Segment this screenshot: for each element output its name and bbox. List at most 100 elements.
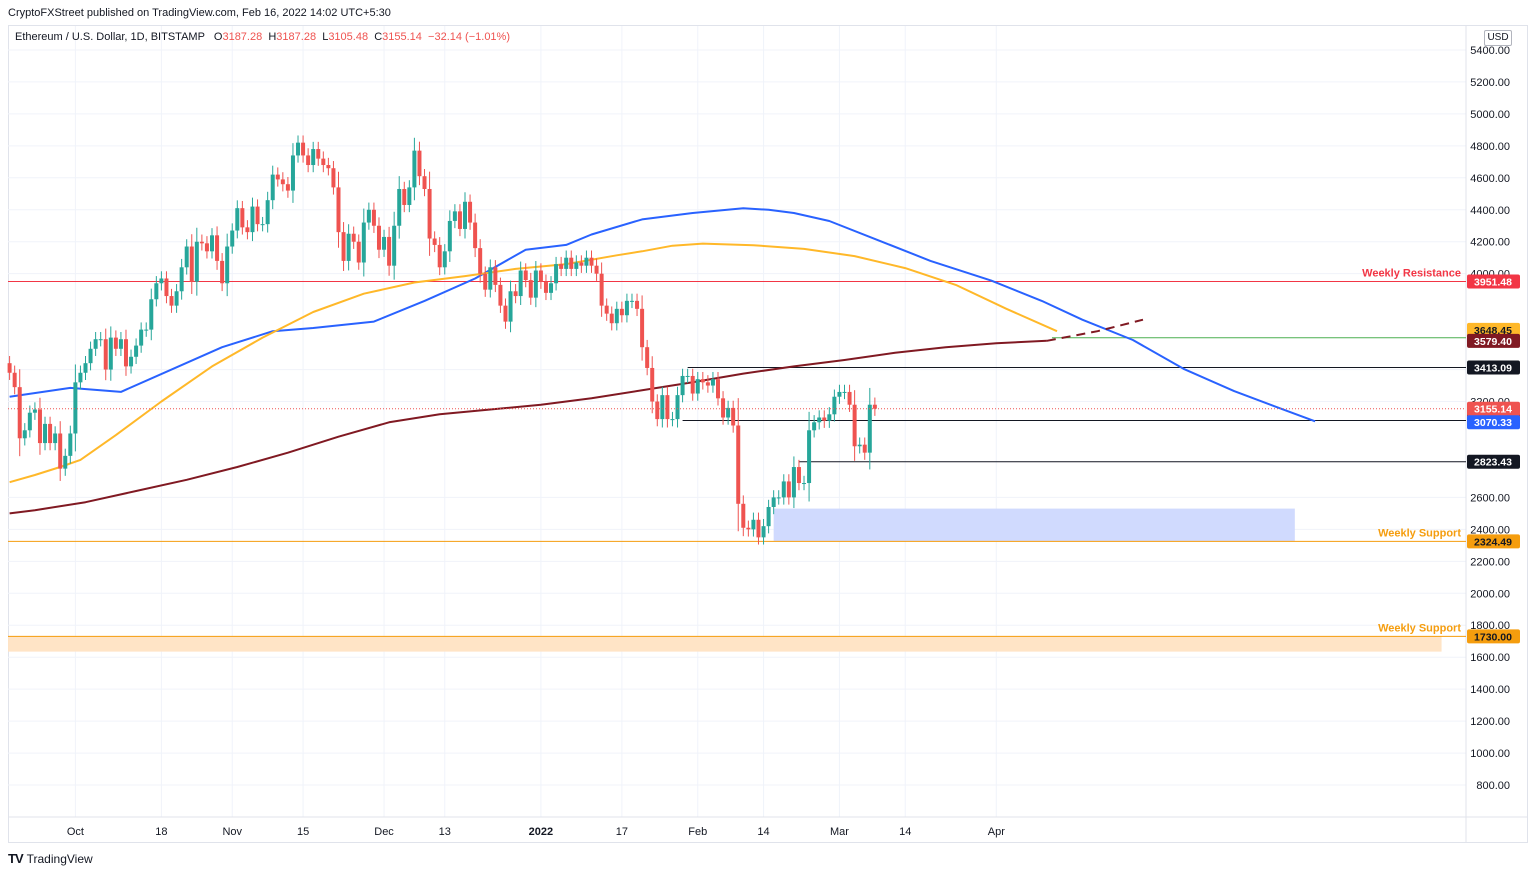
candle-body (351, 233, 356, 242)
candle-body (412, 150, 417, 188)
candle-body (751, 519, 756, 530)
candle-body (761, 526, 766, 538)
footer-brand[interactable]: TV TradingView (8, 851, 93, 866)
open-label: O (213, 31, 223, 43)
y-tick-label: 4400.00 (1470, 205, 1510, 217)
moving-averages (9, 207, 1316, 515)
candle-body (660, 395, 665, 420)
candle-body (554, 264, 559, 284)
candle-body (619, 308, 624, 316)
candle-body (432, 238, 437, 245)
price-tag (1467, 629, 1520, 644)
candle-body (17, 387, 22, 439)
candle-body (756, 519, 761, 538)
candle-body (872, 404, 877, 409)
candle-body (123, 339, 128, 367)
x-tick-label: Oct (67, 826, 84, 838)
candle-body (478, 248, 483, 274)
publisher-caption: CryptoFXStreet published on TradingView.… (8, 7, 391, 19)
candle-body (174, 291, 179, 306)
x-tick-label: Mar (830, 826, 849, 838)
candle-body (260, 224, 265, 226)
candle-body (68, 433, 73, 456)
candle-body (463, 201, 467, 229)
close-value: 3155.14 (382, 31, 422, 43)
price-tag (1467, 322, 1520, 337)
open-value: 3187.28 (222, 31, 263, 43)
price-tag (1467, 360, 1520, 375)
candle-body (48, 423, 53, 444)
candle-body (766, 506, 771, 527)
candle-body (518, 270, 523, 297)
candle-body (134, 345, 139, 357)
candle-body (73, 382, 78, 434)
y-tick-label: 2600.00 (1470, 492, 1510, 504)
candle-body (665, 395, 670, 420)
candle-body (179, 267, 184, 292)
candle-body (194, 241, 199, 282)
candle-body (726, 407, 731, 418)
candle-body (144, 329, 149, 331)
candle-body (468, 201, 473, 223)
candle-body (771, 497, 776, 507)
candle-body (118, 339, 123, 349)
candle-body (452, 211, 457, 221)
candle-body (108, 337, 113, 370)
level-label: Weekly Resistance (1362, 267, 1461, 279)
candle-body (569, 257, 574, 269)
candle-body (503, 305, 508, 322)
high-label: H (268, 31, 277, 43)
horizontal-levels: Weekly Resistance Weekly Support Weekly Su… (8, 267, 1466, 637)
candle-body (483, 273, 488, 290)
candle-body (528, 280, 533, 298)
candle-body (705, 382, 710, 386)
candle-body (437, 244, 442, 268)
x-tick-label: 13 (439, 826, 451, 838)
candle-body (326, 165, 331, 169)
candle-body (88, 348, 93, 364)
y-tick-label: 2200.00 (1470, 556, 1510, 568)
candle-body (58, 433, 63, 469)
low-label: L (322, 31, 329, 43)
candles (7, 135, 877, 545)
price-tag (1467, 534, 1520, 549)
candle-body (609, 313, 614, 324)
change-value: −32.14 (−1.01%) (428, 31, 510, 43)
candle-body (336, 187, 341, 233)
candle-body (857, 444, 862, 447)
candle-body (63, 455, 68, 469)
candle-body (103, 339, 108, 370)
candle-body (32, 409, 37, 413)
candle-body (538, 270, 543, 282)
candle-body (817, 417, 822, 423)
candle-body (296, 142, 301, 156)
candle-body (579, 262, 584, 266)
ma-line (9, 207, 1316, 423)
candle-body (275, 174, 280, 180)
symbol-name: Ethereum / U.S. Dollar, 1D, BITSTAMP (15, 31, 205, 43)
candle-body (574, 262, 579, 269)
candle-body (83, 363, 88, 373)
zone-rect (773, 508, 1295, 542)
x-tick-label: 15 (297, 826, 309, 838)
candle-body (27, 412, 32, 431)
candle-body (321, 158, 326, 166)
zones (8, 508, 1442, 652)
y-tick-label: 2000.00 (1470, 588, 1510, 600)
x-tick-label: Feb (688, 826, 707, 838)
candle-body (604, 305, 609, 314)
candle-body (417, 150, 422, 177)
time-axis: Oct 18 Nov 15 Dec 13 2022 17 Feb 14 Mar 14 Apr (67, 826, 1005, 838)
candle-body (427, 188, 432, 239)
candle-body (169, 296, 174, 306)
candle-body (822, 417, 827, 421)
candle-body (736, 425, 741, 504)
candle-body (356, 241, 361, 263)
currency-button[interactable]: USD (1484, 30, 1512, 46)
candle-body (685, 375, 690, 377)
candle-body (523, 270, 528, 281)
zone-rect (8, 636, 1442, 652)
candle-body (149, 299, 154, 330)
candle-body (346, 233, 351, 261)
